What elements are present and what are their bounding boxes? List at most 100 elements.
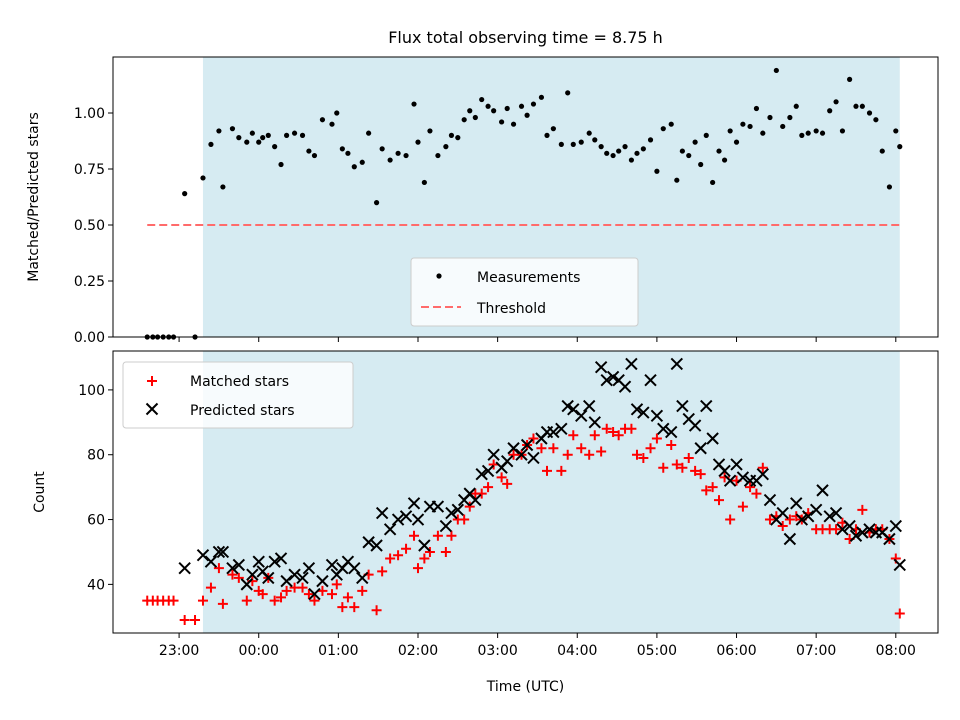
matched-star-point: [241, 595, 252, 606]
predicted-star-point: [829, 506, 843, 520]
measurement-point: [485, 103, 491, 109]
matched-star-point: [556, 465, 567, 476]
matched-star-point: [464, 501, 475, 512]
top-y-ticks: 0.00 0.25 0.50 0.75 1.00: [74, 106, 113, 346]
predicted-star-point: [736, 471, 750, 484]
measurement-point: [721, 157, 728, 163]
matched-star-point: [269, 595, 280, 606]
measurement-point: [640, 146, 646, 152]
predicted-star-point: [451, 503, 465, 517]
measurement-point: [479, 96, 485, 103]
predicted-star-point: [700, 399, 713, 413]
measurement-point: [491, 108, 497, 114]
predicted-star-point: [262, 571, 275, 585]
x-tick-label: 02:00: [398, 643, 438, 659]
x-tick-label: 04:00: [557, 643, 597, 659]
matched-star-point: [831, 524, 842, 535]
predicted-star-point: [246, 568, 259, 581]
measurement-point: [448, 132, 455, 138]
matched-star-point: [690, 465, 701, 476]
predicted-star-point: [226, 561, 239, 575]
matched-star-point: [276, 592, 287, 603]
measurement-point: [819, 130, 826, 136]
measurement-point: [216, 128, 222, 134]
measurement-point: [200, 175, 206, 181]
measurement-point: [647, 137, 654, 143]
measurement-point: [319, 117, 326, 123]
matched-star-point: [658, 462, 669, 473]
measurement-point: [504, 105, 510, 112]
predicted-star-point: [296, 571, 309, 585]
measurement-point: [733, 139, 740, 145]
predicted-star-point: [783, 532, 797, 546]
measurement-point: [435, 152, 441, 159]
matched-star-point: [179, 615, 190, 626]
predicted-star-point: [252, 555, 265, 568]
matched-star-point: [205, 582, 216, 593]
predicted-star-point: [356, 571, 369, 585]
predicted-star-point: [694, 442, 707, 455]
measurement-point: [799, 132, 805, 138]
measurement-point: [499, 119, 505, 125]
x-axis-label: Time (UTC): [486, 679, 564, 695]
matched-star-point: [651, 433, 662, 444]
measurement-point: [411, 101, 417, 107]
predicted-star-point: [348, 561, 361, 575]
measurement-point: [773, 67, 779, 74]
predicted-star-point: [469, 493, 482, 507]
measurement-point: [558, 141, 564, 147]
matched-star-point: [707, 482, 718, 493]
measurement-point: [793, 103, 799, 109]
measurement-point: [760, 130, 766, 136]
predicted-star-point: [893, 558, 906, 572]
measurement-point: [284, 132, 290, 138]
predicted-star-point: [730, 458, 743, 471]
predicted-star-point: [630, 403, 644, 416]
predicted-star-point: [883, 532, 896, 546]
measurement-point: [847, 76, 853, 82]
measurement-point: [550, 126, 556, 132]
matched-star-point: [528, 433, 539, 444]
predicted-star-point: [836, 523, 849, 536]
predicted-star-point: [280, 574, 293, 588]
x-tick-label: 05:00: [637, 643, 677, 659]
measurement-point: [524, 112, 530, 118]
bottom-y-tick-label: 100: [78, 383, 105, 399]
measurement-point: [780, 123, 786, 130]
matched-star-point: [412, 563, 423, 574]
top-legend: Measurements Threshold: [410, 257, 639, 327]
measurement-point: [833, 99, 839, 105]
measurement-point: [443, 144, 449, 150]
measurement-point: [703, 132, 709, 138]
measurement-point: [604, 150, 610, 156]
measurement-point: [668, 121, 674, 127]
matched-star-point: [784, 514, 795, 525]
measurement-point: [329, 121, 335, 127]
measurement-point: [265, 132, 271, 138]
top-y-axis-label: Matched/Predicted stars: [26, 112, 42, 282]
matched-star-point: [745, 482, 756, 493]
measurement-point: [510, 121, 517, 127]
measurement-point: [544, 132, 550, 138]
predicted-star-point: [657, 422, 670, 436]
bottom-y-tick-label: 60: [87, 513, 105, 529]
predicted-star-point: [600, 373, 613, 387]
measurement-point: [421, 179, 427, 186]
top-x-ticks: [178, 337, 897, 342]
matched-star-point: [626, 423, 637, 434]
predicted-star-point: [618, 380, 632, 393]
matched-star-point: [342, 592, 353, 603]
measurement-point: [578, 139, 584, 145]
matched-star-point: [671, 459, 682, 470]
matched-star-point: [377, 566, 388, 577]
predicted-star-point: [204, 555, 218, 568]
matched-star-point: [257, 589, 268, 600]
legend-matched-label: Matched stars: [190, 374, 289, 390]
measurement-point: [455, 135, 461, 141]
predicted-star-point: [196, 548, 210, 562]
matched-star-point: [608, 427, 619, 438]
matched-star-point: [331, 579, 342, 590]
measurement-point: [853, 103, 859, 109]
predicted-star-point: [582, 399, 596, 413]
measurement-point: [229, 126, 236, 132]
